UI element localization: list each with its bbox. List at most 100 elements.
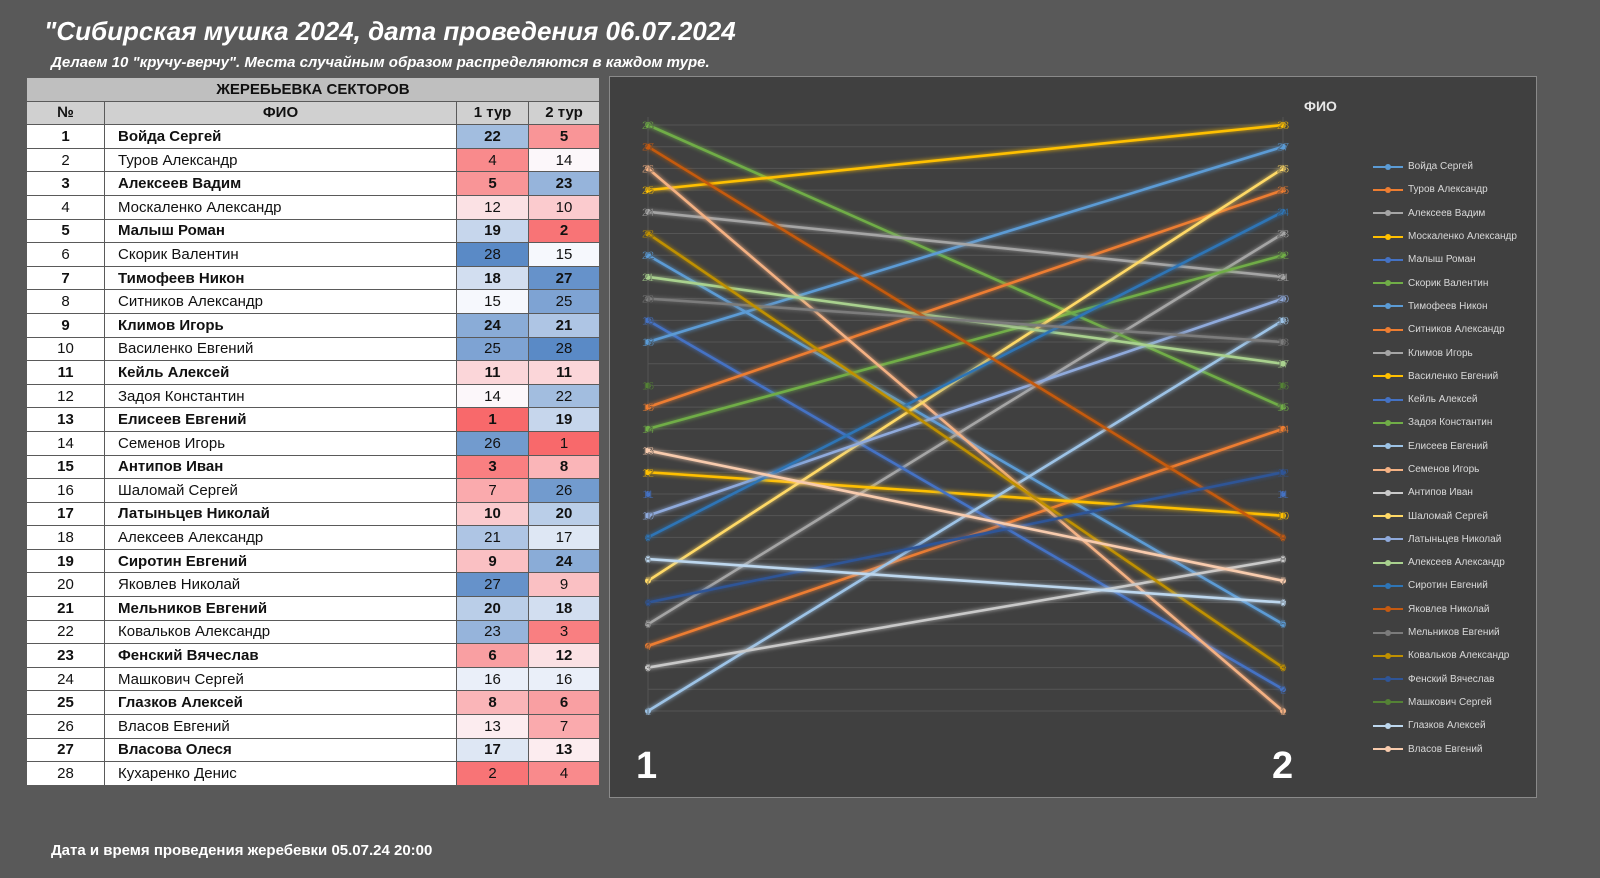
row-round-2: 24 xyxy=(528,548,600,574)
data-point xyxy=(645,230,651,237)
data-label: 27 xyxy=(642,142,654,154)
row-fio: Тимофеев Никон xyxy=(104,265,457,291)
data-point xyxy=(1280,317,1286,324)
data-point xyxy=(1280,295,1286,302)
row-number: 9 xyxy=(26,312,105,338)
table-row: 20 Яковлев Николай 27 9 xyxy=(26,572,600,598)
row-round-2: 3 xyxy=(528,619,600,645)
data-point xyxy=(645,599,651,606)
data-label: 6 xyxy=(645,597,651,609)
legend-item: Москаленко Александр xyxy=(1373,225,1533,248)
data-label: 8 xyxy=(645,554,651,566)
row-round-1: 23 xyxy=(456,619,529,645)
data-label: 6 xyxy=(1280,597,1286,609)
data-label: 24 xyxy=(642,207,654,219)
row-round-1: 3 xyxy=(456,454,529,480)
row-round-2: 22 xyxy=(528,383,600,409)
x-tick-label-2: 2 xyxy=(1272,745,1294,787)
row-round-2: 7 xyxy=(528,714,600,739)
table-row: 25 Глазков Алексей 8 6 xyxy=(26,690,600,716)
row-round-1: 24 xyxy=(456,312,529,338)
data-point xyxy=(1280,599,1286,606)
data-point xyxy=(645,512,651,519)
col-header-fio: ФИО xyxy=(104,100,457,126)
row-round-2: 15 xyxy=(528,242,600,267)
data-label: 25 xyxy=(1277,185,1289,197)
data-point xyxy=(645,382,651,389)
series-line xyxy=(646,232,1285,626)
row-round-1: 7 xyxy=(456,478,529,503)
row-round-1: 28 xyxy=(456,242,529,267)
data-point xyxy=(1280,143,1286,150)
legend-marker-icon xyxy=(1373,721,1403,731)
legend-item: Шаломай Сергей xyxy=(1373,504,1533,527)
legend-title: ФИО xyxy=(1304,98,1337,114)
table-group-header: ЖЕРЕБЬЕВКА СЕКТОРОВ xyxy=(26,77,600,102)
data-point xyxy=(1280,708,1286,714)
data-label: 14 xyxy=(642,424,654,436)
row-round-2: 12 xyxy=(528,643,600,668)
data-point xyxy=(645,122,651,128)
legend-marker-icon xyxy=(1373,697,1403,707)
legend-label: Задоя Константин xyxy=(1408,417,1493,429)
legend-label: Сиротин Евгений xyxy=(1408,580,1488,592)
row-fio: Ситников Александр xyxy=(104,289,457,314)
legend-label: Фенский Вячеслав xyxy=(1408,673,1495,685)
legend-marker-icon xyxy=(1373,511,1403,521)
row-fio: Малыш Роман xyxy=(104,218,457,244)
series-line xyxy=(646,470,1285,604)
data-point xyxy=(645,534,651,541)
table-row: 27 Власова Олеся 17 13 xyxy=(26,737,600,763)
data-point xyxy=(645,187,651,194)
table-row: 14 Семенов Игорь 26 1 xyxy=(26,430,600,456)
row-round-1: 14 xyxy=(456,383,529,409)
legend-item: Фенский Вячеслав xyxy=(1373,668,1533,691)
data-point xyxy=(645,143,651,150)
row-fio: Елисеев Евгений xyxy=(104,407,457,432)
table-row: 11 Кейль Алексей 11 11 xyxy=(26,360,600,385)
row-round-2: 27 xyxy=(528,265,600,291)
row-round-2: 1 xyxy=(528,430,600,456)
table-row: 3 Алексеев Вадим 5 23 xyxy=(26,171,600,196)
row-number: 26 xyxy=(26,714,105,739)
row-fio: Ковальков Александр xyxy=(104,619,457,645)
legend-item: Ковальков Александр xyxy=(1373,644,1533,667)
row-fio: Шаломай Сергей xyxy=(104,478,457,503)
legend-marker-icon xyxy=(1373,232,1403,242)
table-row: 28 Кухаренко Денис 2 4 xyxy=(26,761,600,786)
legend-marker-icon xyxy=(1373,325,1403,335)
row-round-1: 4 xyxy=(456,147,529,173)
data-label: 28 xyxy=(642,120,654,132)
row-round-2: 21 xyxy=(528,312,600,338)
legend-marker-icon xyxy=(1373,418,1403,428)
series-line xyxy=(646,188,1285,409)
series-line xyxy=(646,145,1285,539)
legend-item: Алексеев Вадим xyxy=(1373,202,1533,225)
row-round-2: 8 xyxy=(528,454,600,480)
legend-item: Климов Игорь xyxy=(1373,341,1533,364)
data-point xyxy=(645,447,651,454)
legend-item: Войда Сергей xyxy=(1373,155,1533,178)
row-fio: Скорик Валентин xyxy=(104,242,457,267)
legend-item: Василенко Евгений xyxy=(1373,365,1533,388)
data-point xyxy=(1280,534,1286,541)
legend-item: Машкович Сергей xyxy=(1373,691,1533,714)
row-fio: Москаленко Александр xyxy=(104,194,457,220)
data-label: 26 xyxy=(1277,163,1289,175)
data-point xyxy=(1280,339,1286,346)
legend-label: Ковальков Александр xyxy=(1408,650,1510,662)
legend-item: Туров Александр xyxy=(1373,178,1533,201)
data-label: 27 xyxy=(1277,142,1289,154)
data-label: 26 xyxy=(642,163,654,175)
row-fio: Алексеев Вадим xyxy=(104,171,457,196)
row-round-1: 25 xyxy=(456,336,529,362)
data-label: 7 xyxy=(1280,576,1286,588)
table-row: 7 Тимофеев Никон 18 27 xyxy=(26,265,600,291)
legend-label: Яковлев Николай xyxy=(1408,603,1490,615)
series-line xyxy=(646,123,1285,192)
data-label: 1 xyxy=(645,706,651,718)
data-label: 9 xyxy=(1280,532,1286,544)
legend-item: Елисеев Евгений xyxy=(1373,435,1533,458)
data-point xyxy=(645,556,651,563)
col-header-number: № xyxy=(26,100,105,126)
